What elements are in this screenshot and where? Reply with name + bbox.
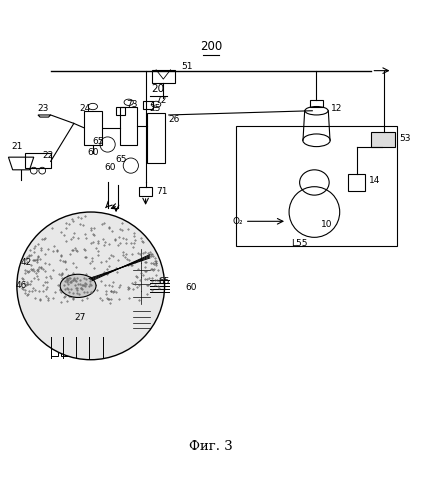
Bar: [133, 312, 150, 328]
Text: 27: 27: [75, 314, 86, 322]
Text: 53: 53: [399, 134, 410, 142]
Text: 25: 25: [150, 104, 161, 113]
Bar: [152, 70, 175, 84]
Bar: [25, 153, 51, 168]
Text: 65: 65: [93, 137, 104, 146]
Text: 20: 20: [151, 84, 165, 94]
Text: 46: 46: [16, 282, 27, 290]
Text: 73: 73: [127, 100, 138, 109]
Bar: [72, 338, 79, 355]
Bar: [51, 338, 58, 355]
Bar: [116, 107, 125, 114]
Text: 23: 23: [37, 104, 49, 113]
Text: 21: 21: [11, 142, 22, 151]
Ellipse shape: [60, 274, 96, 297]
Text: 200: 200: [200, 40, 222, 54]
Bar: [82, 338, 90, 355]
Bar: [310, 100, 323, 106]
Bar: [93, 338, 100, 355]
Text: 65: 65: [115, 155, 127, 164]
Bar: [133, 256, 150, 311]
Text: Фиг. 3: Фиг. 3: [189, 440, 233, 452]
Bar: [143, 101, 153, 108]
Bar: [371, 132, 395, 146]
Bar: [139, 186, 152, 196]
Text: 22: 22: [42, 150, 54, 160]
Text: 72: 72: [155, 96, 167, 104]
Text: 71: 71: [156, 188, 168, 196]
Text: 24: 24: [79, 104, 91, 113]
Text: 65: 65: [158, 277, 170, 286]
Bar: [120, 106, 137, 144]
Text: 10: 10: [321, 220, 332, 229]
Text: 26: 26: [169, 114, 180, 124]
Bar: [348, 174, 365, 191]
Bar: [61, 338, 69, 355]
Circle shape: [17, 212, 165, 360]
Text: L55: L55: [291, 239, 308, 248]
Text: 60: 60: [88, 148, 99, 158]
Bar: [84, 110, 102, 144]
Text: 60: 60: [186, 284, 197, 292]
Bar: [147, 113, 165, 164]
Text: 12: 12: [331, 104, 343, 113]
Text: 60: 60: [105, 163, 116, 172]
Text: O₂: O₂: [232, 217, 243, 226]
Text: 14: 14: [369, 176, 381, 185]
Text: 42: 42: [20, 258, 32, 267]
Bar: [236, 126, 397, 246]
Text: 51: 51: [181, 62, 193, 72]
